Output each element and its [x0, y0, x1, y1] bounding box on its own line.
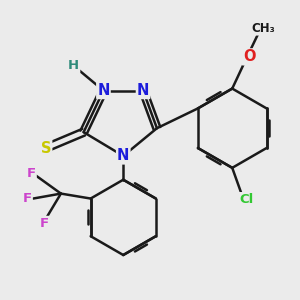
Text: Cl: Cl [239, 193, 253, 206]
Text: N: N [137, 83, 149, 98]
Text: F: F [27, 167, 36, 180]
Text: F: F [23, 192, 32, 205]
Text: H: H [68, 59, 79, 72]
Text: O: O [243, 50, 255, 64]
Text: N: N [97, 83, 110, 98]
Text: F: F [40, 217, 49, 230]
Text: CH₃: CH₃ [251, 22, 275, 34]
Text: S: S [41, 140, 51, 155]
Text: N: N [117, 148, 129, 164]
